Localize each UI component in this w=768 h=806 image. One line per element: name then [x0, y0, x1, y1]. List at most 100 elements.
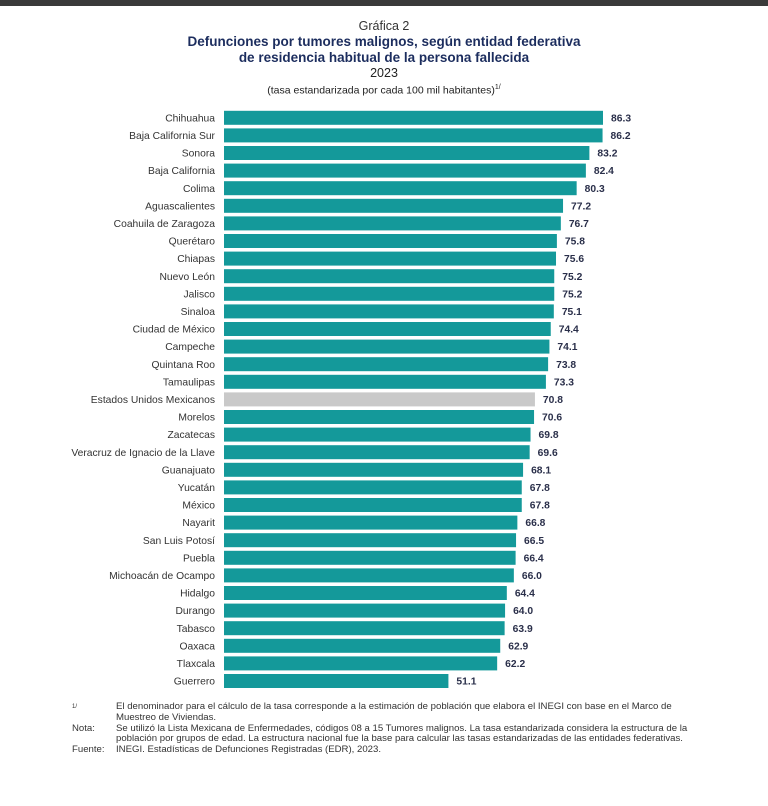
footnote-fuente-text: INEGI. Estadísticas de Defunciones Regis… [116, 744, 382, 756]
top-border [0, 0, 768, 6]
bar [224, 533, 517, 548]
category-label: Querétaro [169, 237, 216, 248]
bar [224, 480, 522, 495]
category-label: San Luis Potosí [143, 536, 215, 547]
category-label: Veracruz de Ignacio de la Llave [71, 448, 215, 459]
category-label: Nayarit [182, 518, 215, 529]
bar [224, 515, 518, 530]
value-label: 70.8 [543, 395, 563, 406]
value-label: 74.1 [557, 342, 577, 353]
category-label: Puebla [183, 553, 215, 564]
bar-chart: Chihuahua 86.3 Baja California Sur 86.2 Sono… [71, 110, 631, 688]
category-label: Campeche [165, 342, 215, 353]
bar [224, 550, 516, 565]
bar [224, 198, 564, 213]
category-label: Tabasco [177, 624, 216, 635]
bar [224, 374, 546, 389]
bar [224, 357, 549, 372]
bar [224, 304, 554, 319]
value-label: 77.2 [571, 201, 591, 212]
bar [224, 656, 498, 671]
value-label: 69.8 [539, 430, 559, 441]
value-label: 66.5 [524, 536, 544, 547]
value-label: 75.2 [562, 289, 582, 300]
category-label: Morelos [178, 413, 215, 424]
bar [224, 146, 590, 160]
footnote-fuente-key: Fuente: [72, 744, 105, 756]
value-label: 83.2 [597, 149, 617, 160]
bar [224, 216, 561, 231]
bar [224, 339, 550, 354]
category-label: Zacatecas [167, 430, 215, 441]
bar [224, 603, 506, 618]
bar [224, 674, 449, 688]
category-label: Coahuila de Zaragoza [114, 219, 216, 230]
category-label: Chiapas [177, 254, 215, 265]
value-label: 62.2 [505, 659, 525, 670]
value-label: 66.0 [522, 571, 542, 582]
value-label: 74.4 [559, 325, 579, 336]
figure-label: Gráfica 2 [358, 19, 410, 33]
value-label: 80.3 [585, 184, 605, 195]
bar [224, 163, 586, 178]
category-label: Hidalgo [180, 589, 215, 600]
footnotes: 1/ El denominador para el cálculo de la … [72, 701, 692, 756]
value-label: 62.9 [508, 641, 528, 652]
category-label: Baja California Sur [129, 131, 215, 142]
value-label: 86.2 [611, 131, 631, 142]
units-text: (tasa estandarizada por cada 100 mil hab… [267, 84, 495, 97]
units-footnote-ref: 1/ [494, 84, 501, 91]
value-label: 70.6 [542, 413, 562, 424]
category-label: Sonora [182, 149, 215, 160]
category-label: Ciudad de México [133, 325, 216, 336]
category-label: Aguascalientes [145, 201, 215, 212]
value-label: 67.8 [530, 501, 550, 512]
value-label: 64.4 [515, 589, 535, 600]
bar [224, 462, 524, 477]
bar [224, 498, 522, 512]
category-label: Oaxaca [180, 641, 216, 652]
bar [224, 128, 603, 143]
chart-year: 2023 [370, 66, 398, 80]
footnote-nota: Nota: Se utilizó la Lista Mexicana de En… [72, 722, 692, 746]
footnote-fuente: Fuente: INEGI. Estadísticas de Defuncion… [72, 744, 692, 756]
category-label: Guerrero [174, 677, 215, 688]
chart-title-line-2: de residencia habitual de la persona fal… [238, 50, 530, 65]
category-label: Sinaloa [181, 307, 216, 318]
value-label: 66.4 [524, 553, 544, 564]
bar [224, 110, 603, 125]
footnote-nota-text: Se utilizó la Lista Mexicana de Enfermed… [116, 722, 688, 745]
category-label: Nuevo León [159, 272, 215, 283]
category-label: Tlaxcala [177, 659, 216, 670]
value-label: 75.6 [564, 254, 584, 265]
bar [224, 322, 551, 336]
category-label: Michoacán de Ocampo [109, 571, 215, 582]
value-label: 67.8 [530, 483, 550, 494]
bar-national [224, 392, 535, 407]
category-label: Durango [176, 606, 216, 617]
value-label: 75.2 [562, 272, 582, 283]
footnote-1-key: 1/ [72, 704, 78, 710]
bar [224, 427, 531, 442]
value-label: 73.8 [556, 360, 576, 371]
value-label: 75.1 [562, 307, 582, 318]
footnote-1: 1/ El denominador para el cálculo de la … [72, 701, 692, 724]
category-label: Jalisco [184, 289, 216, 300]
bar [224, 234, 557, 248]
category-label: Colima [183, 184, 215, 195]
value-label: 76.7 [569, 219, 589, 230]
value-label: 75.8 [565, 237, 585, 248]
category-label: Guanajuato [162, 465, 216, 476]
chart-units: (tasa estandarizada por cada 100 mil hab… [0, 81, 768, 98]
chart-title-line-1: Defunciones por tumores malignos, según … [187, 34, 581, 49]
value-label: 68.1 [531, 465, 551, 476]
value-label: 73.3 [554, 377, 574, 388]
category-label: México [182, 501, 215, 512]
value-label: 63.9 [513, 624, 533, 635]
bar [224, 410, 535, 424]
category-label: Quintana Roo [151, 360, 215, 371]
value-label: 69.6 [538, 448, 558, 459]
value-label: 51.1 [456, 677, 476, 688]
bar [224, 445, 530, 460]
bar [224, 181, 577, 196]
